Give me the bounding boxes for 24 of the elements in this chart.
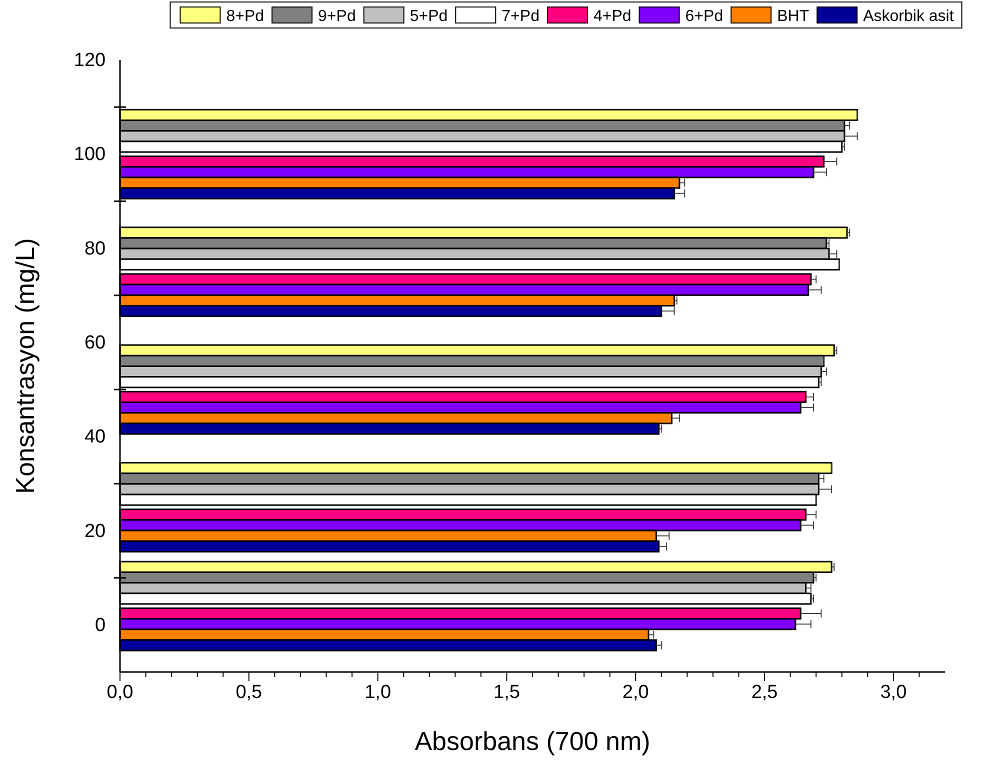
x-tick-label: 0,5: [236, 682, 262, 703]
legend-label: 5+Pd: [410, 8, 448, 25]
x-tick-label: 2,0: [622, 682, 649, 703]
legend-label: 6+Pd: [685, 8, 724, 25]
legend-label: BHT: [777, 8, 810, 25]
x-tick-label: 0,0: [106, 682, 134, 703]
y-axis-title: Konsantrasyon (mg/L): [10, 238, 40, 494]
legend-label: 9+Pd: [318, 8, 356, 25]
legend-label: 4+Pd: [593, 8, 632, 25]
x-tick-label: 1,0: [364, 682, 392, 703]
x-tick-label: 3,0: [880, 682, 907, 703]
y-tick-label: 0: [95, 615, 106, 636]
y-tick-label: 60: [84, 332, 106, 354]
legend-label: 8+Pd: [226, 8, 264, 25]
y-tick-label: 100: [74, 144, 106, 166]
legend-label: Askorbik asit: [863, 8, 954, 25]
x-tick-label: 2,5: [751, 682, 778, 703]
legend-label: 7+Pd: [502, 8, 540, 25]
x-tick-label: 1,5: [494, 682, 520, 703]
y-tick-label: 80: [84, 238, 106, 260]
y-tick-label: 40: [84, 426, 106, 448]
x-axis-title: Absorbans (700 nm): [414, 726, 650, 756]
y-tick-label: 120: [74, 50, 106, 72]
y-tick-label: 20: [84, 520, 106, 542]
